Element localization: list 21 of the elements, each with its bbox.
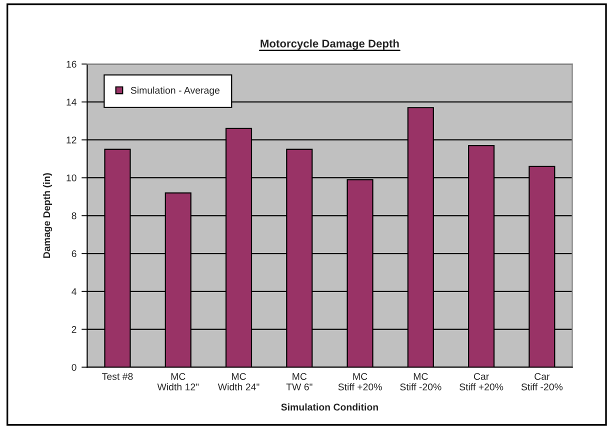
y-tick-label: 8 [72,212,76,220]
y-tick-label: 10 [66,174,76,182]
y-tick-label: 16 [66,60,76,68]
x-tick-label: MC Stiff -20% [400,373,442,390]
x-axis-title: Simulation Condition [281,403,378,411]
y-tick-label: 0 [72,364,76,371]
y-tick-label: 4 [72,288,76,295]
y-tick-label: 6 [72,250,76,258]
x-tick-label: MC TW 6" [286,373,312,390]
x-tick-label: Car Stiff -20% [521,373,563,390]
x-tick-label: Car Stiff +20% [460,373,504,390]
x-tick-label: MC Stiff +20% [338,373,382,390]
x-tick-label: Test #8 [102,373,133,380]
y-axis-title: Damage Depth (in) [42,173,52,258]
x-tick-label: MC Width 24" [218,373,260,390]
chart-title: Motorcycle Damage Depth [260,39,399,50]
y-tick-label: 12 [66,136,76,144]
y-tick-label: 2 [72,326,76,333]
legend-label: Simulation - Average [130,86,220,96]
y-tick-label: 14 [66,98,76,106]
x-tick-label: MC Width 12" [157,373,199,390]
